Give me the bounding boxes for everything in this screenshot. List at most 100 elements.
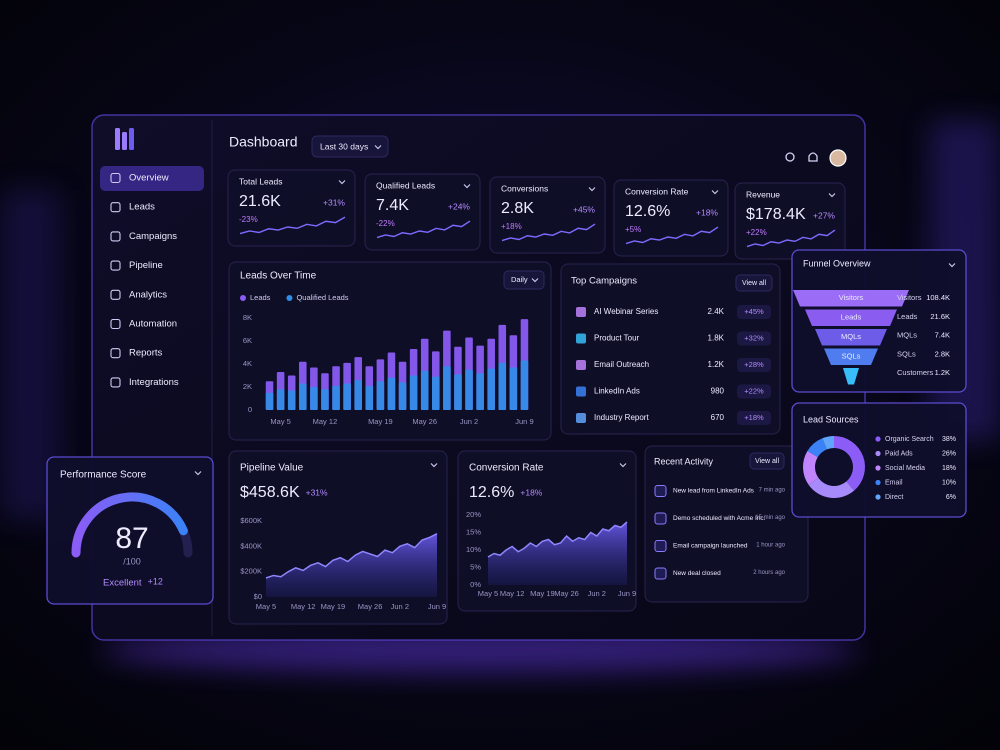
interval-label[interactable]: Daily bbox=[511, 275, 528, 284]
kpi-label: Total Leads bbox=[239, 176, 282, 186]
x-tick-label: Jun 2 bbox=[460, 417, 478, 426]
kpi-card bbox=[364, 173, 481, 251]
bar bbox=[287, 390, 296, 410]
dropdown-chevron[interactable] bbox=[588, 187, 596, 192]
value-label: 10% bbox=[942, 479, 956, 486]
campaign-icon bbox=[576, 333, 586, 344]
change-pill bbox=[737, 305, 771, 319]
dropdown-chevron[interactable] bbox=[430, 463, 438, 468]
view-all-label[interactable]: View all bbox=[742, 280, 766, 287]
activity-time: 7 min ago bbox=[759, 488, 786, 494]
activity-icon bbox=[654, 485, 667, 497]
interval-dropdown[interactable] bbox=[503, 270, 545, 290]
funnel-stage-label: Leads bbox=[841, 313, 862, 322]
kpi-value: 7.4K bbox=[376, 197, 409, 214]
notification-icon[interactable] bbox=[808, 152, 818, 162]
funnel-stage-label: MQLs bbox=[841, 332, 861, 341]
area-fill bbox=[266, 533, 437, 597]
nav-icon bbox=[110, 231, 121, 242]
area-fill bbox=[488, 522, 627, 585]
legend-swatch bbox=[240, 295, 246, 301]
nav-item[interactable]: Campaigns bbox=[129, 231, 177, 242]
chart-total: 12.6% bbox=[469, 484, 514, 501]
bar bbox=[465, 369, 473, 410]
bar bbox=[420, 370, 429, 410]
kpi-value: 21.6K bbox=[239, 193, 281, 210]
funnel-stage-label: SQLs bbox=[842, 352, 861, 361]
dropdown-chevron[interactable] bbox=[338, 180, 346, 185]
dropdown-chevron[interactable] bbox=[463, 184, 471, 189]
chart-title: Pipeline Value bbox=[240, 463, 304, 474]
view-all-button[interactable] bbox=[735, 274, 773, 292]
score-value: 87 bbox=[115, 522, 148, 555]
nav-item[interactable]: Pipeline bbox=[129, 260, 163, 271]
campaign-change: +18% bbox=[744, 413, 764, 422]
activity-icon bbox=[654, 567, 667, 580]
change-pill bbox=[737, 358, 771, 372]
x-tick-label: May 12 bbox=[500, 589, 525, 598]
campaign-icon bbox=[576, 360, 586, 370]
funnel-stage-value: 108.4K bbox=[926, 293, 950, 302]
search-icon[interactable] bbox=[785, 152, 795, 162]
kpi-sparkline bbox=[746, 229, 836, 248]
campaign-change: +45% bbox=[744, 307, 764, 316]
kpi-delta: -23% bbox=[239, 215, 258, 224]
dropdown-chevron[interactable] bbox=[374, 145, 382, 150]
dropdown-chevron[interactable] bbox=[194, 471, 202, 476]
x-tick-label: May 26 bbox=[358, 602, 383, 611]
kpi-delta: +18% bbox=[501, 222, 522, 231]
view-all-label[interactable]: View all bbox=[755, 458, 779, 465]
campaign-name: Product Tour bbox=[594, 334, 640, 343]
nav-item[interactable]: Automation bbox=[129, 319, 177, 330]
y-tick-label: 20% bbox=[466, 510, 481, 519]
nav-icon bbox=[110, 260, 121, 271]
dropdown-chevron[interactable] bbox=[828, 193, 836, 198]
user-avatar[interactable] bbox=[829, 149, 847, 167]
activity-time: 1 hour ago bbox=[756, 543, 785, 549]
x-tick-label: May 26 bbox=[554, 589, 579, 598]
top-campaigns-card bbox=[560, 263, 781, 435]
kpi-value: 2.8K bbox=[501, 200, 534, 217]
legend-label: Direct bbox=[885, 494, 903, 501]
dropdown-chevron[interactable] bbox=[711, 190, 719, 195]
activity-text: Demo scheduled with Acme Inc. bbox=[673, 515, 766, 522]
pie-slice bbox=[834, 436, 865, 491]
change-pill bbox=[737, 384, 771, 399]
bar bbox=[387, 377, 396, 410]
nav-item[interactable]: Leads bbox=[129, 202, 155, 213]
y-tick-label: 2K bbox=[243, 382, 252, 391]
nav-item[interactable]: Analytics bbox=[129, 289, 167, 300]
nav-item[interactable]: Integrations bbox=[129, 377, 179, 388]
funnel-stage bbox=[824, 348, 878, 365]
bar bbox=[276, 389, 285, 410]
date-range-dropdown[interactable] bbox=[311, 135, 389, 158]
campaign-value: 2.4K bbox=[708, 307, 725, 316]
kpi-sparkline bbox=[501, 223, 596, 242]
view-all-button[interactable] bbox=[749, 452, 785, 470]
nav-item[interactable]: Reports bbox=[129, 348, 163, 359]
bar bbox=[376, 381, 385, 410]
funnel-stage bbox=[843, 368, 859, 385]
date-range-label[interactable]: Last 30 days bbox=[320, 141, 368, 151]
logo-bar bbox=[115, 128, 120, 150]
pie-slice bbox=[808, 477, 855, 499]
x-tick-label: May 19 bbox=[321, 602, 346, 611]
bar bbox=[520, 360, 529, 410]
funnel-stage-label: Visitors bbox=[839, 293, 864, 302]
dropdown-chevron[interactable] bbox=[531, 278, 539, 283]
x-tick-label: May 19 bbox=[530, 589, 555, 598]
campaign-icon bbox=[576, 413, 586, 423]
funnel-stage bbox=[815, 329, 887, 346]
kpi-card bbox=[734, 182, 846, 260]
bar bbox=[509, 367, 518, 410]
campaign-value: 980 bbox=[711, 387, 725, 396]
card-title: Lead Sources bbox=[803, 414, 859, 424]
dropdown-chevron[interactable] bbox=[619, 463, 627, 468]
bar bbox=[310, 387, 318, 410]
nav-item[interactable]: Overview bbox=[129, 173, 169, 184]
dropdown-chevron[interactable] bbox=[948, 263, 956, 268]
activity-text: Email campaign launched bbox=[673, 543, 748, 550]
activity-icon bbox=[654, 512, 667, 525]
chart-title: Leads Over Time bbox=[240, 271, 317, 282]
